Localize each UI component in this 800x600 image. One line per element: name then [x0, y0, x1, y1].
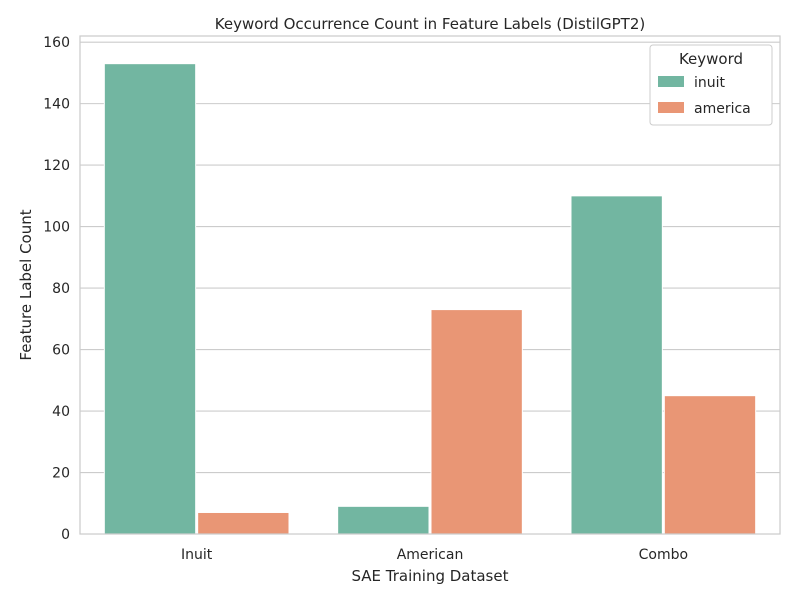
bar-inuit-inuit	[103, 63, 197, 535]
y-tick-label: 40	[52, 404, 70, 420]
x-axis-title: SAE Training Dataset	[351, 567, 508, 585]
legend-swatch-america	[658, 102, 684, 113]
x-tick-label-american: American	[397, 547, 464, 563]
bars	[103, 63, 757, 535]
plot-frame	[79, 35, 781, 535]
y-tick-label: 140	[43, 97, 70, 113]
y-tick-label: 80	[52, 281, 70, 297]
y-axis-title: Feature Label Count	[17, 209, 35, 360]
bar-america-combo	[663, 395, 757, 535]
y-tick-label: 0	[61, 527, 70, 543]
legend-swatch-inuit	[658, 76, 684, 87]
bar-america-american	[430, 309, 523, 535]
legend-label-inuit: inuit	[694, 75, 726, 91]
legend-label-america: america	[694, 101, 751, 117]
legend: Keyword inuit america	[649, 44, 773, 126]
y-tick-label: 160	[43, 35, 70, 51]
bar-inuit-combo	[570, 195, 663, 535]
bar-inuit-american	[337, 505, 430, 535]
x-tick-label-combo: Combo	[639, 547, 688, 563]
legend-title: Keyword	[679, 50, 743, 68]
bar-america-inuit	[197, 511, 290, 535]
y-tick-label: 20	[52, 466, 70, 482]
y-axis-ticks: 0 20 40 60 80 100 120 140 160	[43, 35, 70, 543]
chart-title: Keyword Occurrence Count in Feature Labe…	[215, 15, 645, 33]
y-tick-label: 60	[52, 343, 70, 359]
x-tick-label-inuit: Inuit	[181, 547, 213, 563]
x-axis-ticks: Inuit American Combo	[181, 547, 688, 563]
y-tick-label: 120	[43, 158, 70, 174]
y-tick-label: 100	[43, 220, 70, 236]
